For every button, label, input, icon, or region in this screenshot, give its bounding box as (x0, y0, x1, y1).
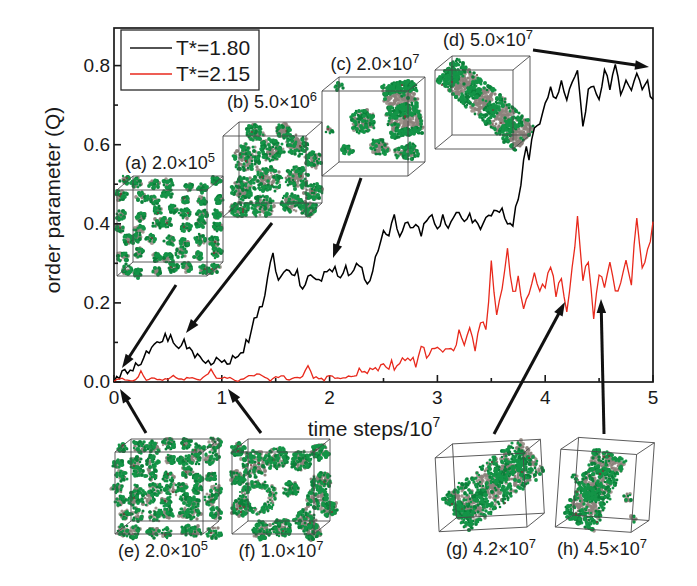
svg-text:2: 2 (324, 387, 335, 408)
svg-text:3: 3 (432, 387, 443, 408)
svg-text:(f) 1.0×107: (f) 1.0×107 (239, 538, 324, 561)
svg-text:1: 1 (217, 387, 228, 408)
svg-text:5: 5 (648, 387, 659, 408)
svg-text:0.2: 0.2 (84, 292, 110, 313)
svg-text:(a) 2.0×105: (a) 2.0×105 (125, 150, 215, 173)
svg-text:time steps/107: time steps/107 (308, 414, 441, 440)
svg-text:T*=1.80: T*=1.80 (176, 36, 250, 59)
svg-text:(e) 2.0×105: (e) 2.0×105 (118, 538, 208, 561)
svg-text:0.8: 0.8 (84, 55, 110, 76)
svg-text:0: 0 (109, 387, 120, 408)
svg-text:(d) 5.0×107: (d) 5.0×107 (443, 27, 533, 50)
svg-text:(g) 4.2×107: (g) 4.2×107 (446, 536, 536, 559)
svg-text:0.4: 0.4 (84, 213, 111, 234)
svg-text:T*=2.15: T*=2.15 (176, 62, 250, 85)
svg-text:(h) 4.5×107: (h) 4.5×107 (557, 536, 647, 559)
svg-text:(b) 5.0×106: (b) 5.0×106 (227, 89, 317, 112)
svg-text:0.6: 0.6 (84, 134, 110, 155)
svg-text:4: 4 (540, 387, 551, 408)
svg-text:(c) 2.0×107: (c) 2.0×107 (331, 51, 420, 74)
svg-text:0.0: 0.0 (84, 371, 110, 392)
svg-text:order parameter (Q): order parameter (Q) (41, 107, 64, 294)
